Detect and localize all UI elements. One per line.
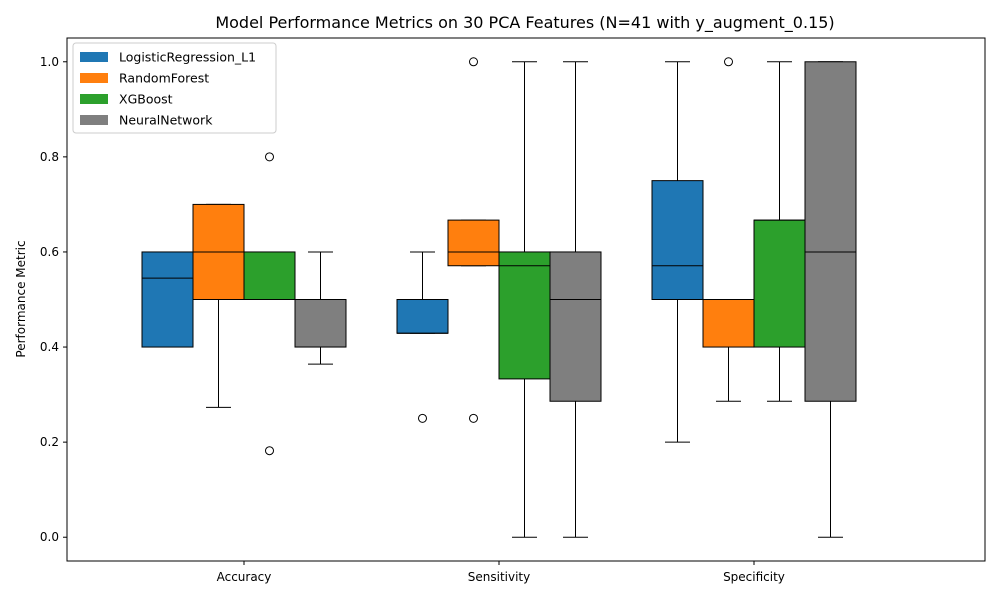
box <box>804 61 857 402</box>
box-group <box>804 61 857 538</box>
axes-frame <box>66 37 986 562</box>
outlier-point <box>265 152 274 162</box>
y-tick-label: 0.8 <box>40 150 59 164</box>
box-group <box>447 57 500 423</box>
legend-swatch <box>80 94 108 104</box>
legend: LogisticRegression_L1 RandomForest XGBoost… <box>72 42 277 134</box>
box-group <box>396 251 449 423</box>
box <box>702 299 755 348</box>
box-group <box>549 61 602 538</box>
legend-label: RandomForest <box>119 71 209 86</box>
box <box>447 219 500 267</box>
legend-label: XGBoost <box>119 92 173 107</box>
x-tick-label: Specificity <box>723 570 785 584</box>
box <box>651 180 704 301</box>
box <box>498 251 551 380</box>
box <box>396 299 449 334</box>
y-axis-title: Performance Metric <box>14 240 28 357</box>
chart-title: Model Performance Metrics on 30 PCA Feat… <box>215 13 834 33</box>
box-group <box>192 203 245 408</box>
box <box>549 251 602 402</box>
x-tick-label: Sensitivity <box>468 570 530 584</box>
box-group <box>141 251 194 348</box>
legend-swatch <box>80 73 108 83</box>
box-group <box>702 57 755 402</box>
box <box>243 251 296 300</box>
legend-box <box>72 42 277 134</box>
outlier-point <box>469 57 478 67</box>
y-tick-label: 0.6 <box>40 245 59 259</box>
box-group <box>294 251 347 365</box>
y-tick-label: 1.0 <box>40 55 59 69</box>
box <box>753 219 806 348</box>
outlier-point <box>265 446 274 456</box>
plot-area <box>141 57 857 538</box>
outlier-point <box>469 413 478 423</box>
y-tick-label: 0.0 <box>40 530 59 544</box>
outlier-point <box>418 413 427 423</box>
axes: 0.0 0.2 0.4 0.6 0.8 1.0 Accuracy Sensitivity Spe… <box>40 37 986 584</box>
box-group <box>753 61 806 402</box>
box-group <box>243 152 296 456</box>
legend-label: LogisticRegression_L1 <box>119 50 256 65</box>
box-group <box>651 61 704 443</box>
box-group <box>498 61 551 538</box>
outlier-point <box>724 57 733 67</box>
y-tick-label: 0.4 <box>40 340 59 354</box>
box <box>294 299 347 348</box>
y-tick-label: 0.2 <box>40 435 59 449</box>
legend-swatch <box>80 52 108 62</box>
x-tick-label: Accuracy <box>217 570 272 584</box>
box <box>141 251 194 348</box>
legend-swatch <box>80 115 108 125</box>
legend-label: NeuralNetwork <box>119 113 213 128</box>
